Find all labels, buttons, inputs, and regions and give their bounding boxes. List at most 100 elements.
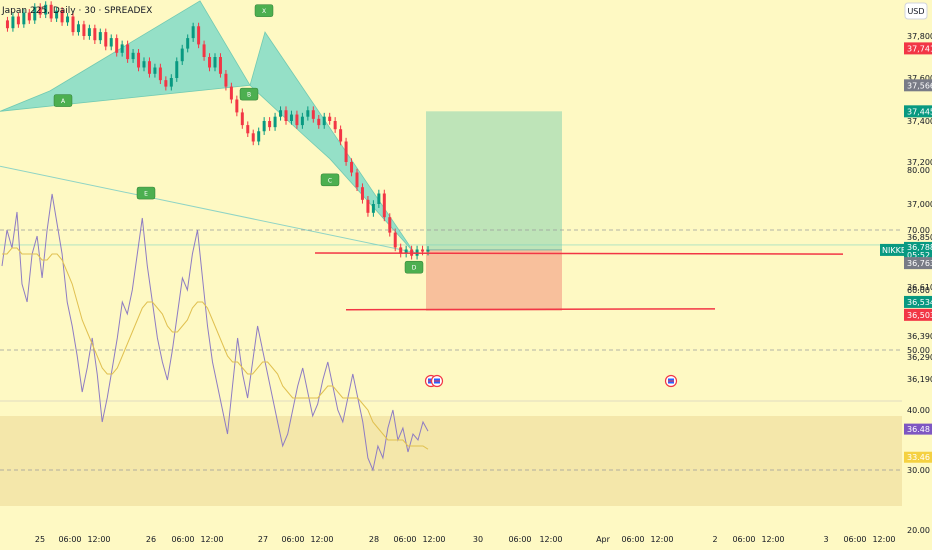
pattern-wing-left xyxy=(0,0,251,112)
flag-icon[interactable] xyxy=(664,374,678,388)
symbol-label-box xyxy=(880,243,904,256)
time-tick-label: 27 xyxy=(258,535,268,544)
rsi-band xyxy=(0,416,902,506)
price-badge-text: 36,503 xyxy=(907,311,932,320)
lower-line[interactable] xyxy=(345,308,716,311)
price-tick-label: 36,850 xyxy=(907,233,932,242)
candle-body xyxy=(322,116,326,126)
pattern-label: B xyxy=(247,92,251,99)
price-badge-text: 37,566 xyxy=(907,81,932,90)
event-markers[interactable] xyxy=(424,374,678,388)
pattern-label: D xyxy=(412,265,417,272)
price-badge-box xyxy=(904,308,932,321)
price-badge: 36,534 xyxy=(904,295,932,308)
price-tick-label: 37,400 xyxy=(907,117,932,126)
candle-body xyxy=(5,20,9,29)
time-tick-label: 06:00 xyxy=(508,535,531,544)
candle-body xyxy=(55,10,59,19)
candle-body xyxy=(126,44,130,60)
candle-body xyxy=(22,12,26,25)
candle-body xyxy=(169,78,173,87)
pattern-label: X xyxy=(262,8,266,15)
candle-body xyxy=(104,32,108,47)
candle-body xyxy=(404,249,408,254)
rsi-badge: 36.48 xyxy=(904,423,932,435)
rsi-badge-text: 36.48 xyxy=(907,425,930,434)
price-badge: 36,763 xyxy=(904,257,932,270)
candle-body xyxy=(142,61,146,68)
candle-body xyxy=(164,80,168,87)
harmonic-pattern[interactable] xyxy=(0,0,416,254)
candle-body xyxy=(71,16,75,33)
time-tick-label: 12:00 xyxy=(872,535,895,544)
pattern-label: C xyxy=(328,177,332,184)
candle-body xyxy=(377,193,381,204)
candle-body xyxy=(399,247,403,254)
candle-body xyxy=(268,121,272,128)
rsi-tick-label: 60.00 xyxy=(907,286,930,295)
rsi-tick-label: 70.00 xyxy=(907,226,930,235)
rsi-tick-label: 50.00 xyxy=(907,346,930,355)
candle-body xyxy=(131,52,135,60)
price-badge-box xyxy=(904,42,932,55)
time-tick-label: 30 xyxy=(473,535,483,544)
candle-body xyxy=(344,141,348,162)
time-tick-label: Apr xyxy=(596,535,611,544)
pattern-label-box xyxy=(320,173,340,187)
rsi-tick-label: 80.00 xyxy=(907,166,930,175)
candle-body xyxy=(153,67,157,74)
pattern-label: E xyxy=(144,191,148,198)
candle-body xyxy=(186,38,190,49)
candle-body xyxy=(426,249,430,252)
candle-body xyxy=(421,249,425,252)
current-price-value: 36,788 xyxy=(907,243,932,252)
time-tick-label: 26 xyxy=(146,535,156,544)
profit-zone[interactable] xyxy=(426,111,562,250)
rsi-pane xyxy=(0,193,902,472)
candle-body xyxy=(76,24,80,33)
candle-body xyxy=(158,67,162,81)
candle-body xyxy=(16,16,20,25)
price-tick-label: 36,610 xyxy=(907,283,932,292)
candle-body xyxy=(311,110,315,119)
time-tick-label: 06:00 xyxy=(281,535,304,544)
currency-button[interactable]: USD xyxy=(904,2,928,20)
price-badges: 37,741 37,566 37,445 NIKKEI36,78805:5236,76… xyxy=(880,42,932,463)
candle-body xyxy=(328,116,332,121)
price-badge: 37,445 xyxy=(904,105,932,118)
flag-icon[interactable] xyxy=(430,374,444,388)
candle-body xyxy=(360,187,364,200)
time-tick-label: 06:00 xyxy=(171,535,194,544)
candle-body xyxy=(44,4,48,15)
candle-body xyxy=(137,52,141,68)
long-position-tool[interactable] xyxy=(0,111,902,311)
currency-label: USD xyxy=(907,7,924,16)
loss-zone[interactable] xyxy=(426,249,562,311)
price-badge-text: 37,445 xyxy=(907,107,932,116)
price-axis-ticks: 37,800 37,600 37,400 37,200 37,000 36,850 36,6… xyxy=(907,32,932,384)
pattern-label-box xyxy=(53,94,73,107)
candle-body xyxy=(49,4,53,19)
candle-body xyxy=(180,48,184,62)
upper-line[interactable] xyxy=(314,252,844,255)
candle-body xyxy=(82,24,86,36)
time-tick-label: 25 xyxy=(35,535,45,544)
rsi-badge-text: 33.46 xyxy=(907,453,930,462)
candle-body xyxy=(355,172,359,188)
time-tick-label: 06:00 xyxy=(843,535,866,544)
pattern-label-box xyxy=(136,186,156,200)
countdown-value: 05:52 xyxy=(907,251,930,260)
time-axis: 25 06:00 12:00 26 06:00 12:00 27 06:00 12:00 28 06… xyxy=(35,535,896,544)
candle-body xyxy=(109,38,113,47)
price-tick-label: 37,600 xyxy=(907,74,932,83)
drawn-lines[interactable] xyxy=(314,252,844,311)
candle-body xyxy=(382,193,386,218)
pattern-label-box xyxy=(254,4,274,17)
time-tick-label: 12:00 xyxy=(200,535,223,544)
candle-body xyxy=(339,129,343,142)
candle-body xyxy=(213,57,217,68)
rsi-badge-box xyxy=(904,451,932,463)
candle-body xyxy=(11,16,15,29)
current-price-box xyxy=(904,241,932,260)
